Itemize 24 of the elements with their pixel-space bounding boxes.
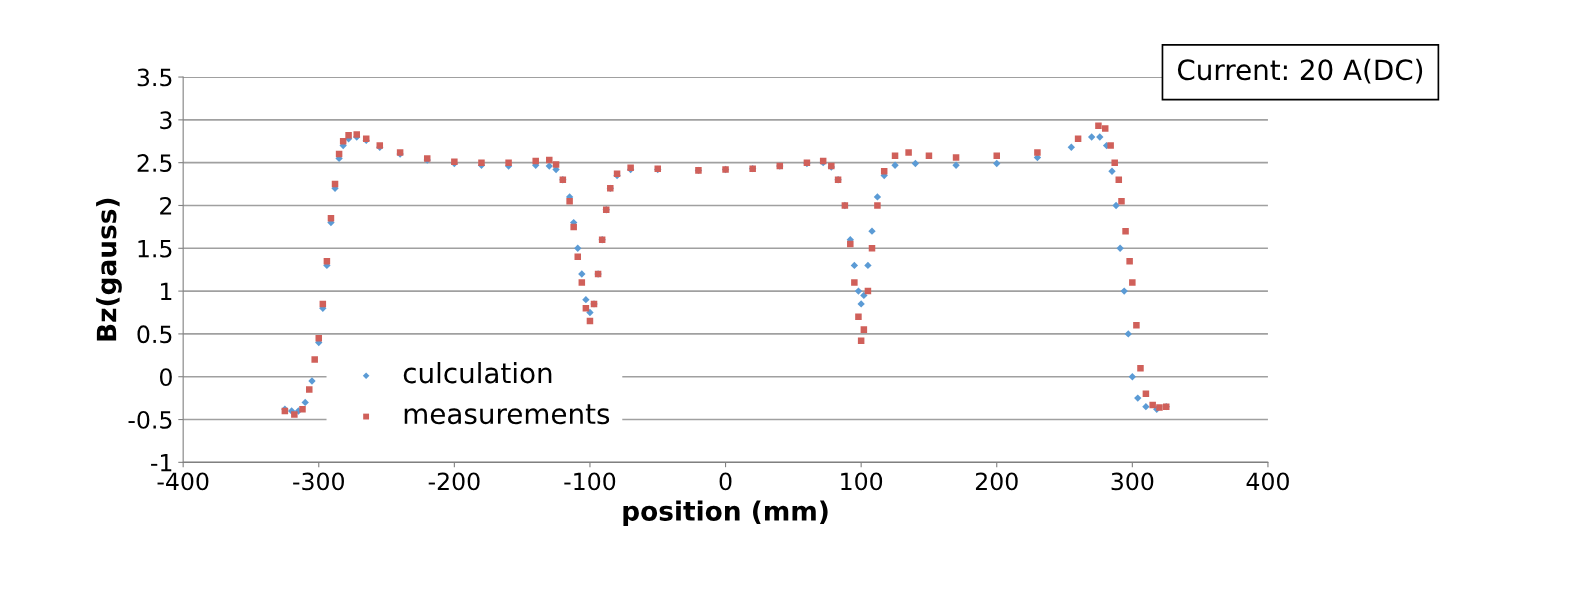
x-tick-label: -100 <box>564 472 616 491</box>
y-tick-label: 3.5 <box>137 68 172 87</box>
y-tick-label: 2.5 <box>137 154 172 172</box>
x-tick-label: -400 <box>157 472 209 491</box>
x-tick-label: 200 <box>975 472 1018 491</box>
y-axis-title: Bz(gauss) <box>96 198 122 341</box>
y-tick-label: 1.5 <box>138 240 172 258</box>
annotation: Current: 20 A(DC) <box>1177 58 1423 84</box>
y-tick-label: -0.5 <box>128 410 172 429</box>
y-tick-label: 0.5 <box>137 325 172 344</box>
y-tick-label: 1 <box>161 282 172 301</box>
x-tick-label: 100 <box>841 472 883 491</box>
x-axis-title: position (mm) <box>623 500 828 526</box>
y-tick-label: -1 <box>151 454 172 472</box>
legend-label: culculation <box>403 361 552 384</box>
legend-label: measurements <box>404 404 610 425</box>
y-tick-label: 2 <box>160 196 172 215</box>
y-tick-label: 0 <box>159 368 172 387</box>
y-tick-label: 3 <box>160 111 172 130</box>
x-tick-label: -300 <box>293 472 344 491</box>
x-tick-label: 300 <box>1111 472 1154 491</box>
x-tick-label: 400 <box>1246 472 1289 491</box>
x-tick-label: 0 <box>719 472 732 491</box>
x-tick-label: -200 <box>428 472 480 491</box>
